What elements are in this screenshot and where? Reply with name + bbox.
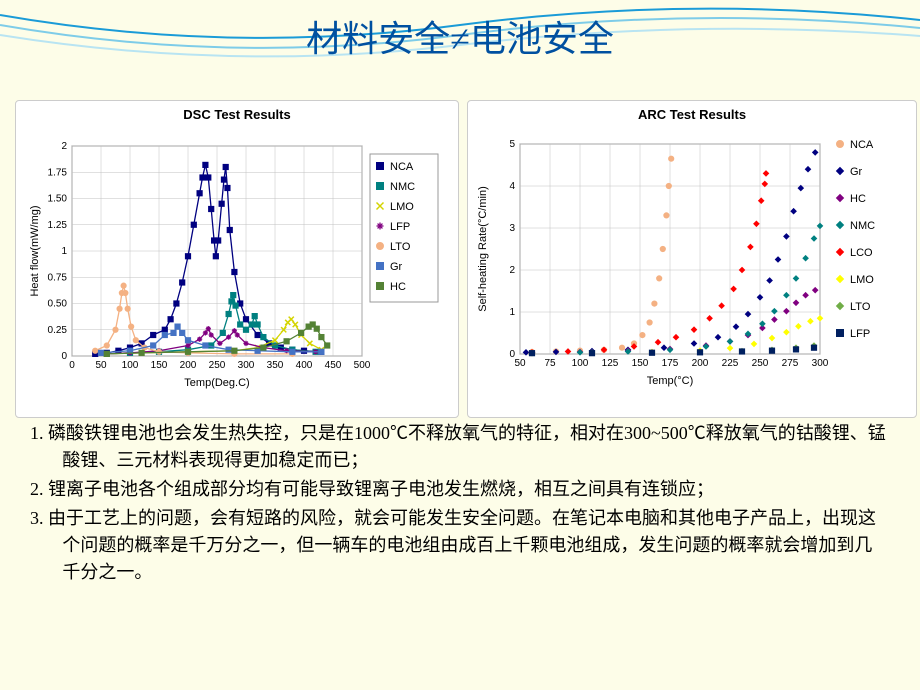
svg-text:200: 200 <box>692 358 709 369</box>
svg-text:50: 50 <box>95 360 107 371</box>
svg-text:NMC: NMC <box>390 181 415 193</box>
page-title: 材料安全≠电池安全 <box>0 10 920 62</box>
svg-text:0: 0 <box>509 349 515 360</box>
svg-text:150: 150 <box>632 358 649 369</box>
arc-chart-title: ARC Test Results <box>474 107 910 122</box>
svg-text:HC: HC <box>390 281 406 293</box>
charts-row: DSC Test Results 05010015020025030035040… <box>15 100 905 418</box>
svg-text:2: 2 <box>61 141 67 152</box>
body-text: 1. 磷酸铁锂电池也会发生热失控，只是在1000℃不释放氧气的特征，相对在300… <box>30 420 890 588</box>
svg-text:150: 150 <box>151 360 168 371</box>
svg-text:275: 275 <box>782 358 799 369</box>
svg-text:1.50: 1.50 <box>48 194 68 205</box>
svg-text:0.25: 0.25 <box>48 325 68 336</box>
svg-text:Temp(°C): Temp(°C) <box>647 375 694 387</box>
svg-text:0.50: 0.50 <box>48 299 68 310</box>
svg-text:175: 175 <box>662 358 679 369</box>
svg-text:0: 0 <box>69 360 75 371</box>
svg-text:NMC: NMC <box>850 220 875 232</box>
svg-text:NCA: NCA <box>850 139 874 151</box>
dsc-chart-svg: 0 50 100 150 200 250 300 350 400 450 500 0 0.25 0.50 0… <box>22 126 452 406</box>
svg-text:LMO: LMO <box>850 274 874 286</box>
svg-text:Temp(Deg.C): Temp(Deg.C) <box>184 377 249 389</box>
arc-chart-svg: 50 75 100 125 150 175 200 225 250 275 300 0 1 2 3 4 5 Tem… <box>474 126 910 406</box>
svg-text:LTO: LTO <box>390 241 411 253</box>
svg-text:Heat flow(mW/mg): Heat flow(mW/mg) <box>29 205 41 296</box>
svg-text:LCO: LCO <box>850 247 873 259</box>
svg-text:1: 1 <box>509 307 515 318</box>
svg-text:2: 2 <box>509 265 515 276</box>
svg-text:NCA: NCA <box>390 161 414 173</box>
svg-text:250: 250 <box>752 358 769 369</box>
svg-text:50: 50 <box>514 358 526 369</box>
svg-text:Gr: Gr <box>390 261 403 273</box>
svg-text:Self-heating Rate(°C/min): Self-heating Rate(°C/min) <box>477 186 489 311</box>
svg-text:200: 200 <box>180 360 197 371</box>
svg-text:1.75: 1.75 <box>48 167 68 178</box>
svg-text:1: 1 <box>61 246 67 257</box>
svg-text:75: 75 <box>544 358 556 369</box>
svg-text:125: 125 <box>602 358 619 369</box>
svg-text:0: 0 <box>61 351 67 362</box>
svg-text:LMO: LMO <box>390 201 414 213</box>
text-line-3: 3. 由于工艺上的问题，会有短路的风险，就会可能发生安全问题。在笔记本电脑和其他… <box>30 505 890 586</box>
svg-text:Gr: Gr <box>850 166 863 178</box>
svg-text:5: 5 <box>509 139 515 150</box>
svg-text:HC: HC <box>850 193 866 205</box>
svg-text:4: 4 <box>509 181 515 192</box>
svg-text:250: 250 <box>209 360 226 371</box>
svg-text:LFP: LFP <box>850 328 870 340</box>
svg-text:100: 100 <box>122 360 139 371</box>
dsc-chart-title: DSC Test Results <box>22 107 452 122</box>
svg-text:LTO: LTO <box>850 301 871 313</box>
svg-text:400: 400 <box>296 360 313 371</box>
svg-text:225: 225 <box>722 358 739 369</box>
svg-text:300: 300 <box>238 360 255 371</box>
svg-text:0.75: 0.75 <box>48 272 68 283</box>
arc-chart: ARC Test Results 50751001251501752002252… <box>467 100 917 418</box>
svg-text:450: 450 <box>325 360 342 371</box>
svg-text:300: 300 <box>812 358 829 369</box>
svg-text:100: 100 <box>572 358 589 369</box>
svg-text:350: 350 <box>267 360 284 371</box>
dsc-chart: DSC Test Results 0 50 100 150 200 250 300 350 40… <box>15 100 459 418</box>
svg-text:LFP: LFP <box>390 221 410 233</box>
text-line-1: 1. 磷酸铁锂电池也会发生热失控，只是在1000℃不释放氧气的特征，相对在300… <box>30 420 890 474</box>
text-line-2: 2. 锂离子电池各个组成部分均有可能导致锂离子电池发生燃烧，相互之间具有连锁应； <box>30 476 890 503</box>
svg-text:1.25: 1.25 <box>48 220 68 231</box>
svg-text:500: 500 <box>354 360 371 371</box>
svg-text:3: 3 <box>509 223 515 234</box>
